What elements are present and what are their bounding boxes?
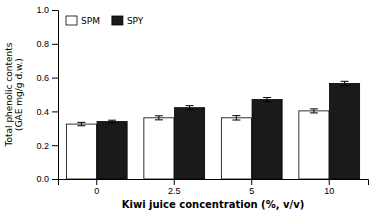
y-tick-mark [52, 10, 58, 11]
y-tick-mark [52, 111, 58, 112]
y-tick: 0.4 [36, 107, 58, 117]
x-tick-mark [251, 179, 252, 185]
error-bar-cap [77, 122, 85, 123]
x-axis-line [59, 180, 369, 186]
y-axis-title: Total phenolic contents(GAE mg/g d.w.) [4, 42, 24, 147]
error-bar [263, 98, 271, 102]
y-tick-label: 0.2 [36, 141, 49, 151]
legend-label: SPM [81, 16, 100, 26]
y-tick: 1.0 [36, 5, 58, 15]
x-tick: 0 [94, 179, 99, 196]
bar [299, 111, 329, 179]
bar [252, 100, 282, 179]
error-bar-cap [310, 112, 318, 113]
error-bar-stem [313, 109, 314, 113]
bar [144, 118, 174, 179]
error-bar [77, 122, 85, 125]
error-bar-stem [236, 116, 237, 120]
error-bar-cap [108, 120, 116, 121]
y-tick: 0.0 [36, 174, 58, 184]
y-tick: 0.8 [36, 39, 58, 49]
x-tick: 2.5 [168, 179, 181, 196]
x-tick-mark [329, 179, 330, 185]
error-bar-stem [189, 106, 190, 110]
marks [66, 81, 359, 179]
error-bar-cap [186, 105, 194, 106]
bar [97, 122, 127, 179]
bar [330, 84, 360, 179]
x-tick: 10 [324, 179, 334, 196]
legend-label: SPY [127, 16, 144, 26]
x-tick-label: 5 [249, 186, 254, 196]
error-bar-stem [158, 116, 159, 120]
y-tick-mark [52, 44, 58, 45]
error-bar-cap [341, 85, 349, 86]
bar [66, 124, 96, 179]
legend: SPM SPY [66, 16, 144, 26]
x-tick-label: 0 [94, 186, 99, 196]
x-tick-mark [96, 179, 97, 185]
legend-item: SPY [112, 16, 144, 26]
error-bar-cap [232, 120, 240, 121]
error-bar-cap [310, 108, 318, 109]
x-tick-label: 10 [324, 186, 334, 196]
error-bar [108, 120, 116, 123]
error-bar-cap [263, 97, 271, 98]
error-bar-stem [267, 98, 268, 102]
y-tick-mark [52, 78, 58, 79]
x-tick: 5 [249, 179, 254, 196]
legend-item: SPM [66, 16, 100, 26]
x-axis-title: Kiwi juice concentration (%, v/v) [122, 199, 305, 210]
bar [175, 108, 205, 179]
y-axis: 0.0 0.2 0.4 0.6 0.8 1.0 [36, 5, 58, 184]
y-tick-label: 0.8 [36, 39, 49, 49]
y-tick-label: 1.0 [36, 5, 49, 15]
chart-svg: 0 2.5 5 10 0.0 0.2 0.4 0.6 0.8 1.0 SPM SPY Kiwi juic… [0, 0, 378, 213]
error-bar [232, 116, 240, 120]
error-bar-cap [108, 122, 116, 123]
y-tick-label: 0.0 [36, 174, 49, 184]
error-bar-cap [186, 109, 194, 110]
y-axis-title-line: (GAE mg/g d.w.) [14, 58, 24, 131]
error-bar-cap [232, 115, 240, 116]
y-tick: 0.2 [36, 141, 58, 151]
error-bar-cap [155, 115, 163, 116]
x-tick-mark [174, 179, 175, 185]
y-axis-line [52, 11, 59, 180]
series [97, 81, 360, 179]
error-bar [310, 109, 318, 113]
x-axis: 0 2.5 5 10 [59, 179, 369, 196]
y-tick-label: 0.4 [36, 107, 49, 117]
error-bar-stem [344, 81, 345, 85]
legend-swatch [66, 16, 77, 25]
error-bar-cap [341, 81, 349, 82]
y-tick-mark [52, 179, 58, 180]
legend-swatch [112, 16, 123, 25]
error-bar-stem [81, 122, 82, 125]
error-bar-cap [263, 101, 271, 102]
error-bar-cap [77, 125, 85, 126]
x-tick-label: 2.5 [168, 186, 181, 196]
y-axis-title-line: Total phenolic contents [4, 42, 14, 147]
error-bar [341, 81, 349, 85]
error-bar-cap [155, 119, 163, 120]
error-bar [155, 116, 163, 120]
plot-area: 0 2.5 5 10 0.0 0.2 0.4 0.6 0.8 1.0 SPM SPY [36, 5, 368, 196]
y-tick-mark [52, 145, 58, 146]
error-bar [186, 106, 194, 110]
chart-container: 0 2.5 5 10 0.0 0.2 0.4 0.6 0.8 1.0 SPM SPY Kiwi juic… [0, 0, 378, 213]
y-tick: 0.6 [36, 73, 58, 83]
y-tick-label: 0.6 [36, 73, 49, 83]
bar [221, 118, 251, 179]
